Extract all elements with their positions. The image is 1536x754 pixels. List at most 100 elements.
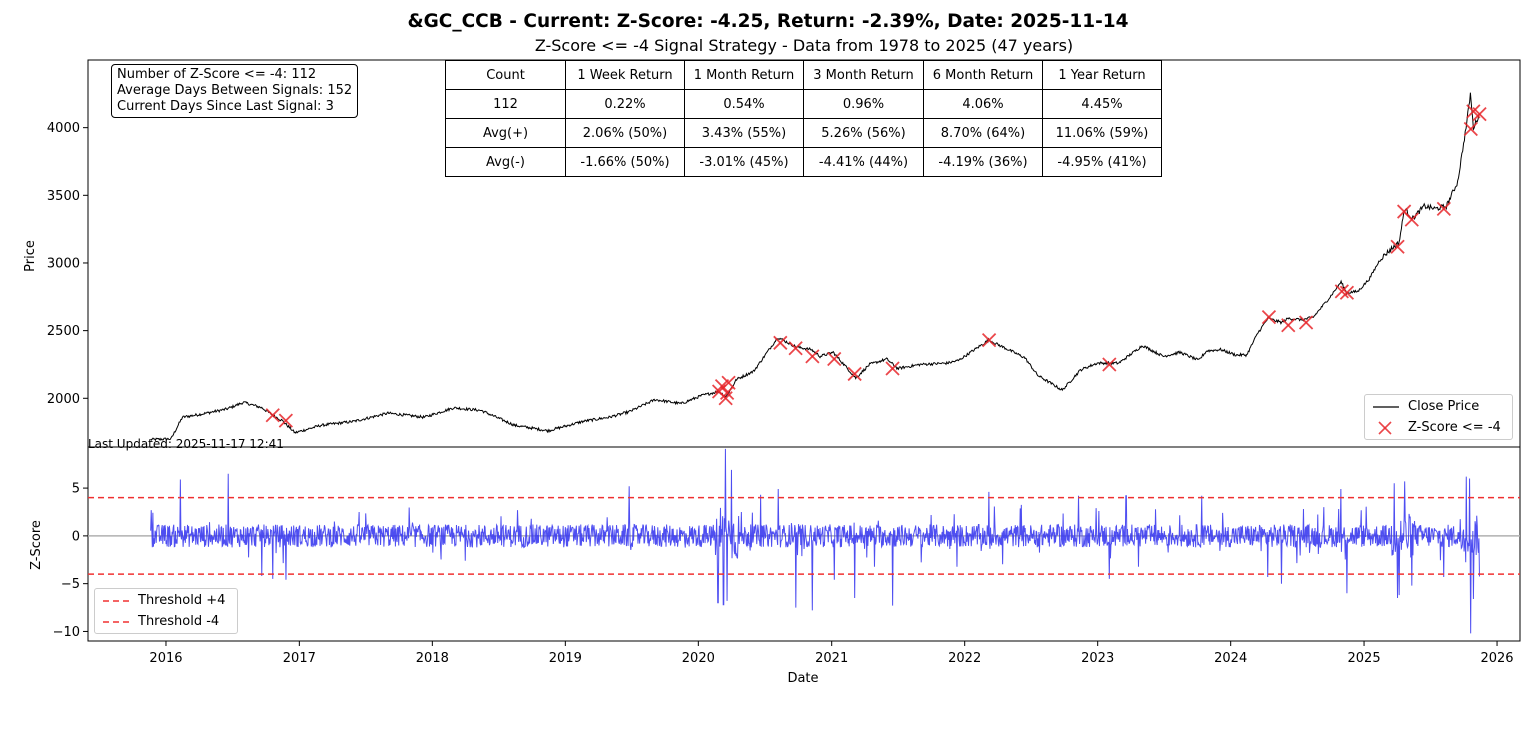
signal-marker [885,361,900,376]
signal-marker [718,391,733,406]
signal-marker [805,349,820,364]
signal-marker [1339,285,1355,300]
legend-label: Threshold +4 [138,593,226,608]
table-row: 112 0.22% 0.54% 0.96% 4.06% 4.45% [445,89,1162,119]
signal-marker [1334,284,1349,299]
table-row: Avg(-) -1.66% (50%) -3.01% (45%) -4.41% … [445,147,1162,177]
legend-item-close-price: Close Price [1365,397,1512,417]
price-y-tick-label: 3000 [47,256,80,271]
signal-marker [721,375,736,390]
date-x-tick-label: 2022 [948,651,981,666]
header-cell: Count [445,60,566,90]
zscore-plot-frame [87,446,1521,642]
days-since-text: Current Days Since Last Signal: 3 [117,99,334,114]
price-y-ticks: 2000 2500 3000 3500 4000 [47,121,88,407]
date-x-tick-label: 2026 [1480,651,1513,666]
date-x-tick-label: 2018 [416,651,449,666]
signal-marker [981,332,997,348]
legend-item-signal: Z-Score <= -4 [1365,418,1512,438]
date-x-ticks: 2016 2017 2018 2019 2020 2021 2022 2023 2024 2025… [149,641,1514,666]
signal-count-text: Number of Z-Score <= -4: 112 [117,67,317,82]
table-cell: Avg(-) [445,147,566,177]
date-x-tick-label: 2017 [283,651,316,666]
chart-subtitle: Z-Score <= -4 Signal Strategy - Data fro… [534,36,1074,55]
date-x-tick-label: 2023 [1081,651,1114,666]
date-x-tick-label: 2019 [549,651,582,666]
price-legend: Close Price Z-Score <= -4 [1364,394,1513,440]
last-updated-text: Last Updated: 2025-11-17 12:41 [88,437,284,451]
x-axis-label: Date [787,671,818,686]
signal-marker [1298,315,1314,330]
table-cell: 0.54% [684,89,804,119]
signal-marker [847,366,862,382]
legend-label: Z-Score <= -4 [1408,420,1501,435]
zscore-y-tick-label: −5 [61,577,80,592]
signal-marker [1472,106,1487,122]
close-price-line [150,92,1481,442]
date-x-tick-label: 2021 [815,651,848,666]
signal-info-box: Number of Z-Score <= -4: 112 Average Day… [111,64,359,118]
header-cell: 1 Year Return [1042,60,1162,90]
table-cell: -1.66% (50%) [565,147,685,177]
signal-marker [278,413,293,428]
signal-marker [1102,357,1117,372]
table-cell: -4.41% (44%) [803,147,924,177]
zscore-line [150,448,1480,634]
zscore-y-label: Z-Score [29,520,44,570]
date-x-tick-label: 2024 [1214,651,1247,666]
zscore-y-tick-label: −10 [53,625,80,640]
table-cell: 3.43% (55%) [684,118,804,148]
zscore-legend: Threshold +4 Threshold -4 [94,588,238,634]
dashed-line-icon [103,600,129,602]
avg-days-text: Average Days Between Signals: 152 [117,83,353,98]
legend-item-upper: Threshold +4 [95,591,237,611]
zscore-y-tick-label: 5 [72,482,80,497]
table-cell: 112 [445,89,566,119]
table-cell: 8.70% (64%) [923,118,1043,148]
returns-table: Count 1 Week Return 1 Month Return 3 Mon… [445,60,1162,177]
legend-label: Threshold -4 [138,614,220,629]
signal-marker [788,341,803,356]
chart-title: &GC_CCB - Current: Z-Score: -4.25, Retur… [407,11,1129,32]
price-y-tick-label: 4000 [47,121,80,136]
x-marker-icon [1378,421,1392,435]
zscore-y-ticks: −10 −5 0 5 [53,482,88,640]
header-cell: 1 Month Return [684,60,804,90]
date-x-tick-label: 2016 [149,651,182,666]
table-cell: 2.06% (50%) [565,118,685,148]
table-cell: -4.95% (41%) [1042,147,1162,177]
table-cell: Avg(+) [445,118,566,148]
table-cell: 0.96% [803,89,924,119]
signal-marker [1463,121,1478,137]
table-cell: -3.01% (45%) [684,147,804,177]
zscore-y-tick-label: 0 [72,529,80,544]
line-swatch-icon [1373,406,1399,408]
returns-table-header-row: Count 1 Week Return 1 Month Return 3 Mon… [445,60,1162,90]
signal-markers [265,104,1487,428]
date-x-tick-label: 2025 [1348,651,1381,666]
header-cell: 3 Month Return [803,60,924,90]
table-cell: -4.19% (36%) [923,147,1043,177]
price-y-tick-label: 2000 [47,392,80,407]
signal-marker [265,408,280,423]
table-cell: 0.22% [565,89,685,119]
price-y-tick-label: 2500 [47,324,80,339]
table-cell: 4.06% [923,89,1043,119]
signal-marker [1404,212,1419,227]
header-cell: 6 Month Return [923,60,1043,90]
legend-label: Close Price [1408,399,1480,414]
dashed-line-icon [103,621,129,623]
price-y-tick-label: 3500 [47,189,80,204]
table-cell: 11.06% (59%) [1042,118,1162,148]
signal-marker [714,378,730,394]
table-row: Avg(+) 2.06% (50%) 3.43% (55%) 5.26% (56… [445,118,1162,148]
signal-marker [1390,239,1405,254]
signal-marker [1436,201,1451,216]
legend-item-lower: Threshold -4 [95,612,237,632]
price-y-label: Price [23,240,38,272]
signal-marker [773,335,788,350]
header-cell: 1 Week Return [565,60,685,90]
table-cell: 4.45% [1042,89,1162,119]
zscore-plot: −10 −5 0 5 2016 2017 2018 2019 2020 2021 2022 2023… [29,446,1521,686]
